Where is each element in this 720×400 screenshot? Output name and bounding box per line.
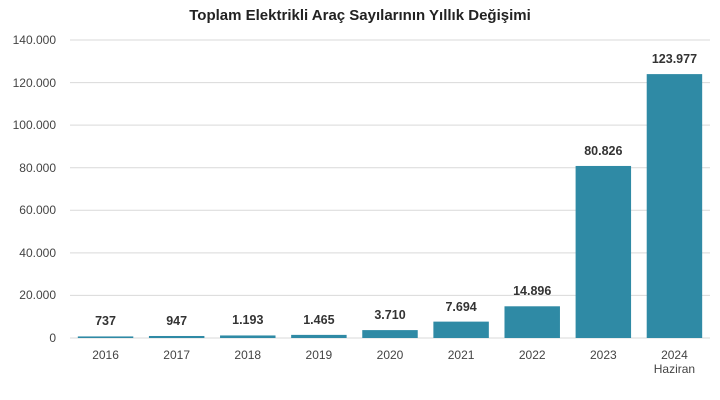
y-tick-label: 140.000 [12,33,56,47]
value-label: 14.896 [513,284,552,299]
bar [291,334,347,338]
value-label: 7.694 [445,299,477,314]
x-tick-label: 2022 [518,348,546,362]
x-tick-label: 2019 [305,348,333,362]
x-tick-label: 2018 [234,348,262,362]
bar [362,330,418,338]
x-tick-label: 2017 [163,348,190,362]
y-tick-label: 120.000 [12,75,56,90]
y-tick-label: 60.000 [19,203,56,218]
bar [77,336,134,338]
x-tick-label: 2020 [376,348,404,362]
bar [220,335,276,338]
value-label: 947 [166,313,188,328]
value-label: 1.465 [303,312,335,327]
y-tick-label: 40.000 [19,245,56,260]
y-tick-label: 80.000 [19,160,56,175]
y-tick-label: 0 [49,331,56,345]
bar [575,165,632,338]
chart-title: Toplam Elektrikli Araç Sayılarının Yıllı… [189,7,531,24]
value-label: 123.977 [651,52,698,67]
y-tick-label: 20.000 [19,288,56,303]
value-label: 80.826 [584,143,623,158]
x-tick-label: 2023 [589,348,617,362]
value-label: 737 [95,314,116,329]
y-tick-label: 100.000 [12,118,56,133]
bar [504,306,560,338]
x-tick-label: 2021 [447,348,475,362]
x-tick-label: 2016 [92,348,119,362]
value-label: 3.710 [374,308,406,323]
bar [433,321,489,338]
bar [646,74,703,338]
bar [148,335,205,338]
value-label: 1.193 [232,313,264,328]
x-tick-label: 2024 Haziran [653,348,696,376]
